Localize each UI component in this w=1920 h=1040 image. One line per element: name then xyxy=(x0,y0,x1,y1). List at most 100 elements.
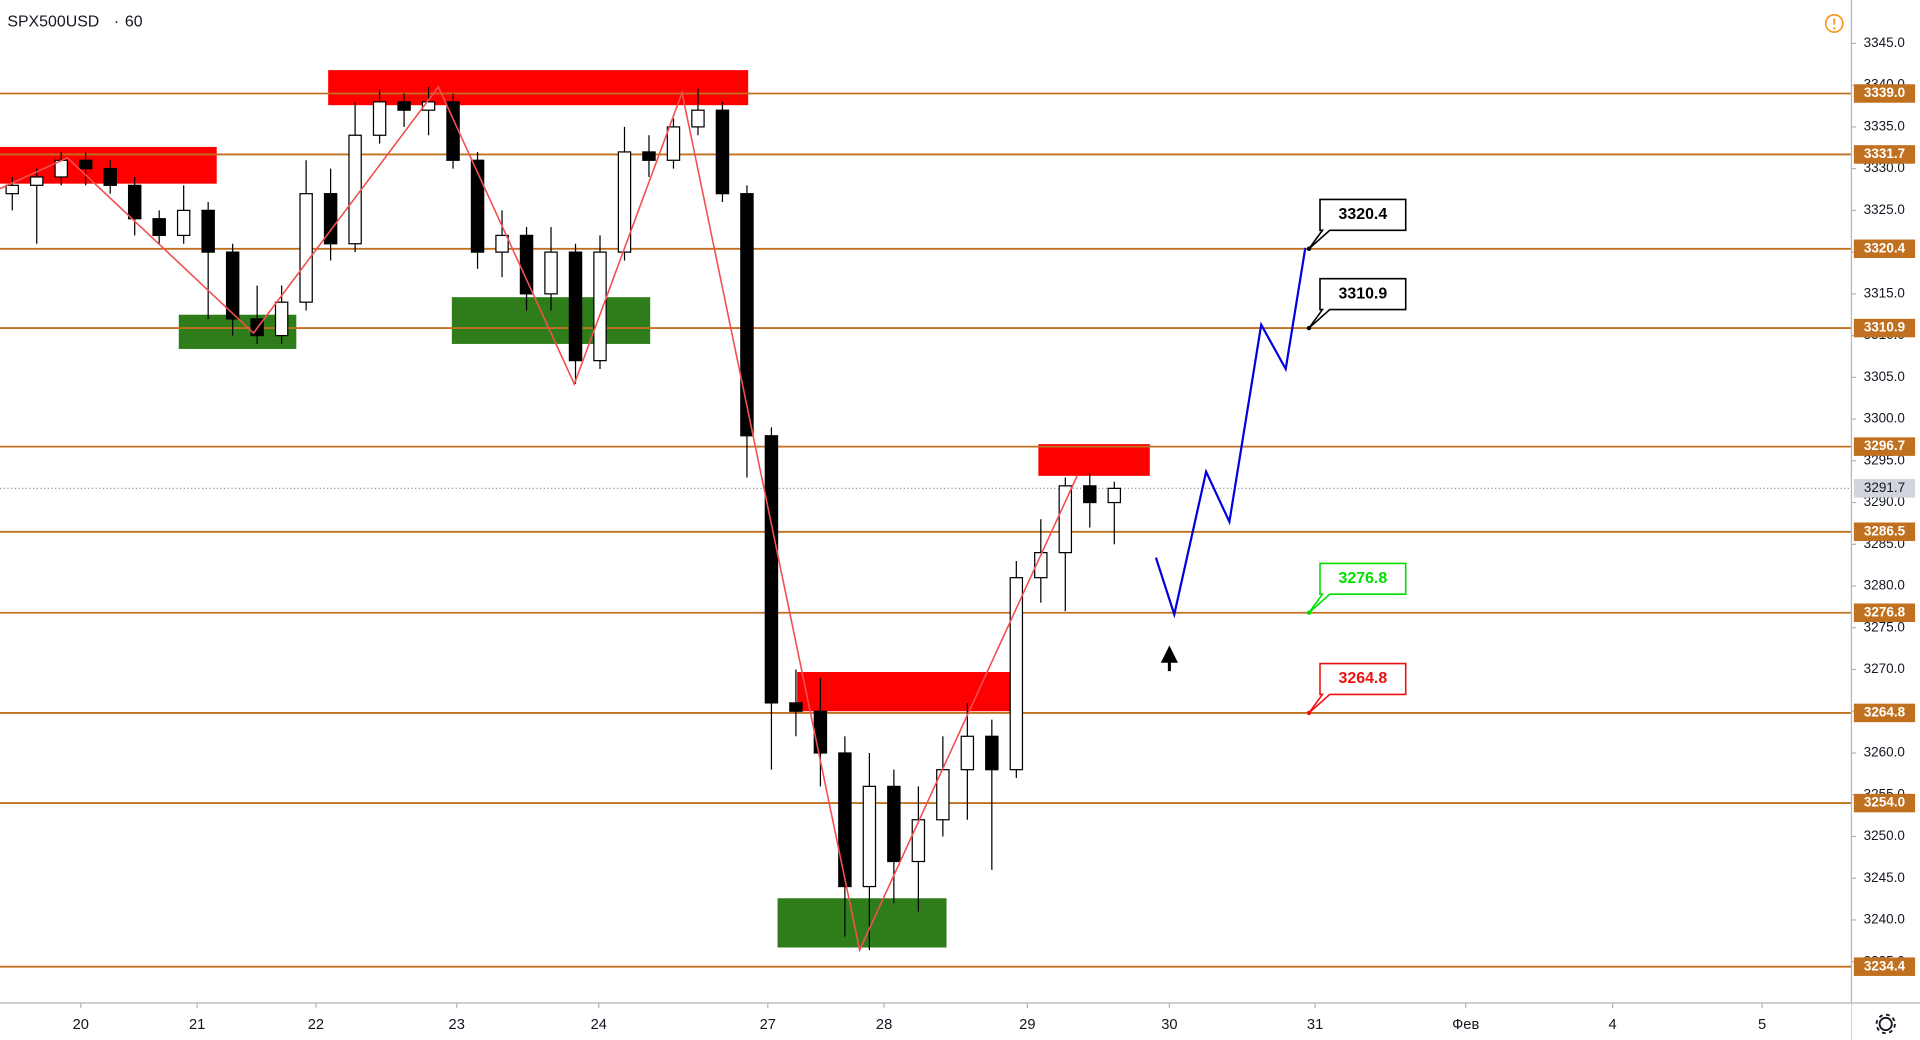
candle-body xyxy=(397,101,411,111)
candle-body xyxy=(225,251,240,320)
callout-box xyxy=(1308,562,1407,614)
candle-body xyxy=(887,785,901,863)
level-label: 3234.4 xyxy=(1864,958,1906,973)
header: SPX500USD · 60 xyxy=(0,7,172,35)
callout-box xyxy=(1308,662,1407,714)
x-tick-label: 27 xyxy=(760,1017,776,1033)
level-label-bg xyxy=(1853,84,1916,103)
candle-body xyxy=(813,710,828,754)
y-tick-label: 3240.0 xyxy=(1864,911,1905,926)
x-tick-label: 24 xyxy=(591,1017,607,1033)
x-tick-label: Фев xyxy=(1452,1017,1479,1033)
candle-body xyxy=(1107,487,1122,504)
candle-body xyxy=(911,819,926,863)
candle-body xyxy=(372,101,387,136)
level-label: 3339.0 xyxy=(1864,85,1905,100)
candle-body xyxy=(1034,552,1048,579)
y-tick-label: 3280.0 xyxy=(1864,578,1905,593)
candle-body xyxy=(838,752,852,888)
y-tick-label: 3300.0 xyxy=(1864,411,1905,426)
x-tick-label: 29 xyxy=(1019,1017,1035,1033)
header-bg xyxy=(0,7,172,35)
level-label: 3296.7 xyxy=(1864,438,1905,453)
price-axis xyxy=(1851,0,1920,1040)
x-tick-label: 23 xyxy=(449,1017,465,1033)
candle-body xyxy=(348,134,362,245)
x-tick-label: 28 xyxy=(876,1017,892,1033)
candle-body xyxy=(862,785,877,888)
time-axis xyxy=(0,1002,1852,1040)
candle-body xyxy=(470,159,485,253)
candle-body xyxy=(103,168,117,186)
zone xyxy=(1038,444,1150,476)
y-tick-label: 3245.0 xyxy=(1864,870,1905,885)
candle-body xyxy=(593,251,607,362)
y-tick-label: 3275.0 xyxy=(1864,619,1905,634)
candle-body xyxy=(691,109,705,128)
symbol: SPX500USD xyxy=(7,13,99,30)
callout-box xyxy=(1308,198,1407,250)
candle-body xyxy=(985,735,999,771)
level-label: 3286.5 xyxy=(1864,523,1906,538)
level-label-bg xyxy=(1853,522,1916,542)
level-label: 3320.4 xyxy=(1864,240,1906,255)
candle-body xyxy=(495,234,509,253)
last-price-label: 3291.7 xyxy=(1864,480,1905,495)
candle-body xyxy=(715,109,730,195)
y-tick-label: 3305.0 xyxy=(1864,369,1905,384)
level-label-bg xyxy=(1853,793,1916,813)
candle-body xyxy=(421,101,436,111)
zone xyxy=(797,672,1014,712)
candle-body xyxy=(568,251,583,362)
level-label: 3331.7 xyxy=(1864,146,1905,161)
y-tick-label: 3315.0 xyxy=(1864,285,1905,300)
interval: 60 xyxy=(125,13,143,30)
candle-body xyxy=(617,151,632,253)
candle-body xyxy=(764,435,779,704)
level-label: 3254.0 xyxy=(1864,795,1905,810)
candle-body xyxy=(740,193,754,437)
candle-body xyxy=(519,234,534,295)
candle-body xyxy=(299,193,313,303)
level-label: 3276.8 xyxy=(1864,604,1906,619)
zone xyxy=(777,898,947,948)
candle-body xyxy=(1083,485,1097,504)
zone xyxy=(328,70,749,106)
plot-area: 3320.4 3310.9 3276.8 3264.8 xyxy=(0,70,1852,968)
x-tick-label: 5 xyxy=(1758,1017,1766,1033)
candle-body xyxy=(5,184,19,195)
callout-label: 3276.8 xyxy=(1339,570,1388,587)
callout-box xyxy=(1308,277,1407,329)
level-label-bg xyxy=(1853,239,1916,259)
x-tick-label: 31 xyxy=(1307,1017,1323,1033)
level-label: 3310.9 xyxy=(1864,320,1906,335)
x-tick-label: 21 xyxy=(189,1017,205,1033)
candle-body xyxy=(544,251,558,295)
y-tick-label: 3270.0 xyxy=(1864,661,1905,676)
y-tick-label: 3345.0 xyxy=(1864,35,1905,50)
zigzag-line xyxy=(0,85,1079,953)
warning-icon[interactable] xyxy=(1824,14,1844,33)
settings-icon[interactable] xyxy=(1875,1013,1896,1035)
callout-label: 3320.4 xyxy=(1339,206,1388,223)
candle-body xyxy=(176,209,191,237)
y-tick-label: 3335.0 xyxy=(1864,118,1905,133)
candle-body xyxy=(201,209,215,253)
candle-body xyxy=(127,184,142,220)
candle-body xyxy=(789,702,803,712)
y-tick-label: 3295.0 xyxy=(1864,452,1905,467)
x-tick-label: 20 xyxy=(73,1017,89,1033)
x-tick-label: 30 xyxy=(1161,1017,1177,1033)
y-tick-label: 3260.0 xyxy=(1864,745,1905,760)
candle-body xyxy=(274,301,289,337)
level-label-bg xyxy=(1853,957,1916,976)
candle-body xyxy=(323,193,338,245)
level-label-bg xyxy=(1853,703,1916,723)
projection-line xyxy=(1154,247,1307,619)
x-tick-label: 22 xyxy=(308,1017,324,1033)
level-label: 3264.8 xyxy=(1864,704,1906,719)
y-tick-label: 3330.0 xyxy=(1864,160,1905,175)
